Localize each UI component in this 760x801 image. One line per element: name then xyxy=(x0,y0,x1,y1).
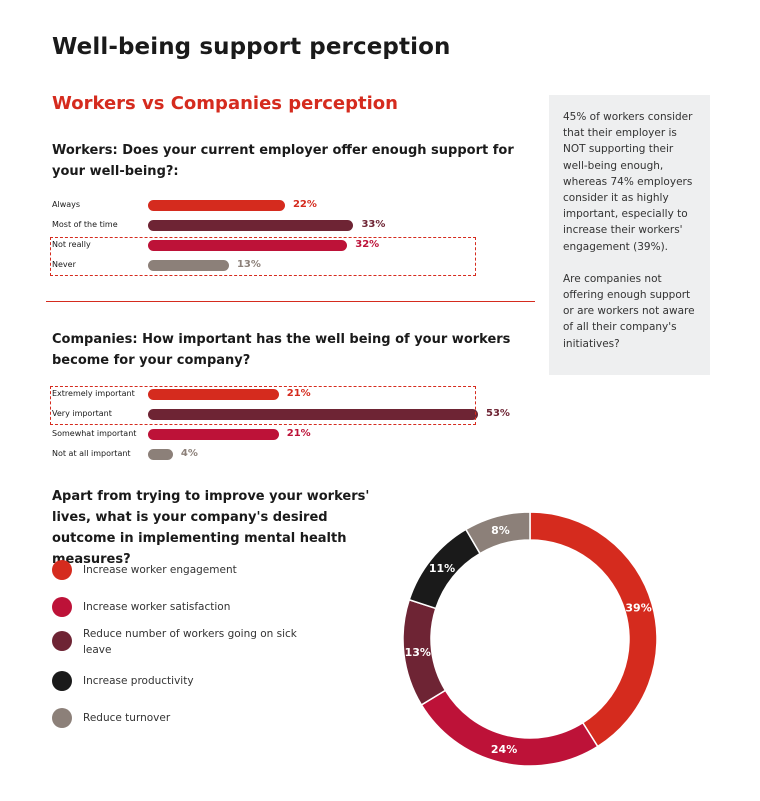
companies-highlight-box xyxy=(50,386,476,425)
outcome-question: Apart from trying to improve your worker… xyxy=(52,489,370,567)
donut-slice xyxy=(529,511,658,748)
workers-bar xyxy=(148,240,348,251)
insight-text-1: 45% of workers consider that their emplo… xyxy=(563,111,693,253)
companies-label: Extremely important xyxy=(52,389,135,398)
legend-swatch xyxy=(52,597,72,617)
legend-label: Reduce turnover xyxy=(83,712,171,724)
section-divider xyxy=(46,301,535,302)
legend-label: Increase worker engagement xyxy=(83,564,237,576)
companies-row: Very important 53% xyxy=(52,405,512,425)
outcome-donut-chart: 39% 24% 13% 11% 8% xyxy=(402,511,658,767)
legend-swatch xyxy=(52,631,72,651)
insight-box: 45% of workers consider that their emplo… xyxy=(549,95,710,375)
companies-value-label: 4% xyxy=(180,448,198,459)
workers-question: Workers: Does your current employer offe… xyxy=(52,143,514,179)
companies-row: Not at all important 4% xyxy=(52,445,512,465)
workers-row: Never 13% xyxy=(52,256,512,276)
donut-slice-label: 8% xyxy=(491,524,510,537)
donut-slice-label: 11% xyxy=(429,562,455,575)
workers-label: Always xyxy=(52,200,81,209)
companies-bar xyxy=(148,409,478,420)
legend-label: Increase worker satisfaction xyxy=(83,601,231,613)
workers-row: Not really 32% xyxy=(52,236,512,256)
companies-label: Very important xyxy=(52,409,112,418)
companies-value-label: 21% xyxy=(286,428,311,439)
legend-swatch xyxy=(52,708,72,728)
workers-bar xyxy=(148,200,285,211)
companies-bar xyxy=(148,389,279,400)
workers-row: Most of the time 33% xyxy=(52,216,512,236)
companies-row: Extremely important 21% xyxy=(52,385,512,405)
companies-bar xyxy=(148,429,279,440)
donut-slice xyxy=(464,511,531,555)
companies-label: Not at all important xyxy=(52,449,131,458)
workers-value-label: 32% xyxy=(355,239,380,250)
legend-swatch xyxy=(52,671,72,691)
companies-question: Companies: How important has the well be… xyxy=(52,332,511,368)
workers-bar xyxy=(148,260,229,271)
workers-label: Most of the time xyxy=(52,220,118,229)
companies-label: Somewhat important xyxy=(52,429,137,438)
donut-slice-label: 24% xyxy=(491,743,517,756)
workers-label: Never xyxy=(52,260,76,269)
insight-text-2: Are companies not offering enough suppor… xyxy=(563,272,695,350)
workers-bar-chart: Always 22% Most of the time 33% Not really 32… xyxy=(50,196,512,280)
workers-value-label: 33% xyxy=(361,219,386,230)
companies-bar xyxy=(148,449,173,460)
section-subtitle: Workers vs Companies perception xyxy=(52,93,398,114)
page-title: Well-being support perception xyxy=(52,34,451,60)
workers-highlight-box xyxy=(50,237,476,276)
workers-value-label: 13% xyxy=(236,259,261,270)
workers-row: Always 22% xyxy=(52,196,512,216)
donut-slice-label: 39% xyxy=(625,602,651,615)
workers-bar xyxy=(148,220,354,231)
donut-slice-label: 13% xyxy=(405,646,431,659)
legend-swatch xyxy=(52,560,72,580)
companies-row: Somewhat important 21% xyxy=(52,425,512,445)
legend-label: Increase productivity xyxy=(83,675,194,687)
companies-bar-chart: Extremely important 21% Very important 53% S… xyxy=(50,385,512,469)
workers-value-label: 22% xyxy=(292,199,317,210)
workers-label: Not really xyxy=(52,240,91,249)
legend-label: Reduce number of workers going on sick l… xyxy=(83,628,297,656)
companies-value-label: 21% xyxy=(286,388,311,399)
companies-value-label: 53% xyxy=(486,408,510,419)
